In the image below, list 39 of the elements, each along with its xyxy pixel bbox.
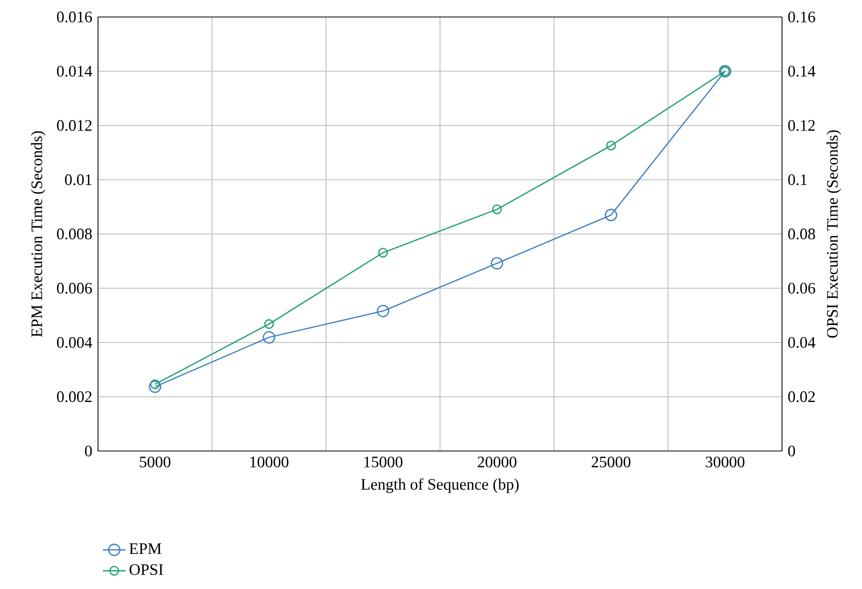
y-tick-label: 0 <box>85 446 92 456</box>
y-axis-title: EPM Execution Time (Seconds) <box>30 131 46 338</box>
y2-tick-label: 0 <box>788 446 795 456</box>
x-tick-label: 15000 <box>364 456 402 468</box>
point <box>150 379 160 390</box>
y2-tick-label: 0.08 <box>788 228 815 240</box>
y-tick-label: 0.01 <box>65 174 92 186</box>
point <box>378 248 388 258</box>
point <box>264 319 274 329</box>
x-tick-label: 5000 <box>140 456 170 468</box>
point <box>490 257 504 270</box>
y2-tick-label: 0.14 <box>788 66 816 77</box>
y2-tick-label: 0.1 <box>788 174 807 186</box>
point <box>376 304 390 318</box>
y2-tick-label: 0.04 <box>788 337 816 348</box>
x-tick-label: 20000 <box>478 456 516 468</box>
y-tick-label: 0.014 <box>57 66 92 77</box>
point <box>262 331 276 344</box>
x-tick-label: 30000 <box>706 456 744 468</box>
y-tick-label: 0.004 <box>57 337 92 348</box>
x-tick-label: 10000 <box>250 456 288 468</box>
legend-label: EPM <box>129 543 162 554</box>
y-tick-label: 0.008 <box>57 228 92 240</box>
point <box>606 140 616 150</box>
y-tick-label: 0.012 <box>57 120 92 131</box>
point <box>148 380 162 393</box>
legend-label: OPSI <box>130 564 164 576</box>
y2-tick-label: 0.02 <box>788 391 815 402</box>
point <box>604 208 618 222</box>
x-axis-title: Length of Sequence (bp) <box>361 478 519 494</box>
x-tick-label: 25000 <box>592 456 630 468</box>
y2-axis-title: OPSI Execution Time (Seconds) <box>826 130 842 338</box>
y-tick-label: 0.006 <box>57 282 92 294</box>
y2-tick-label: 0.06 <box>788 282 816 294</box>
y-tick-label: 0.016 <box>57 12 92 22</box>
point <box>492 204 502 214</box>
y2-tick-label: 0.16 <box>788 12 816 22</box>
y2-tick-label: 0.12 <box>788 120 815 131</box>
y-tick-label: 0.002 <box>57 391 92 402</box>
